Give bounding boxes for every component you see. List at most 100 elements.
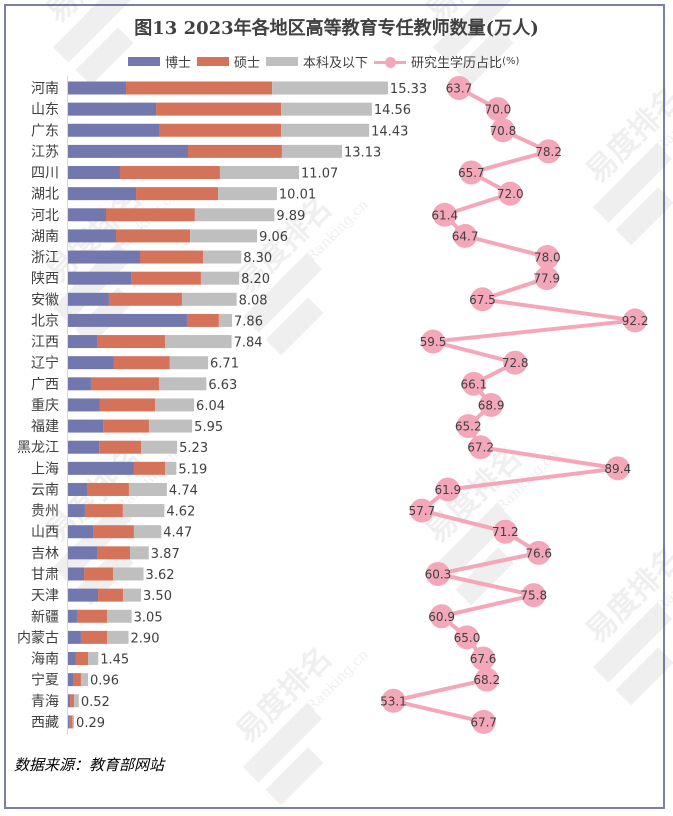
ratio-data-label: 76.6 xyxy=(525,546,552,560)
ratio-point xyxy=(498,181,523,206)
bar-total-label: 6.63 xyxy=(208,378,237,393)
ratio-data-label: 65.7 xyxy=(458,166,485,180)
bar-segment-master xyxy=(136,187,219,201)
ratio-point xyxy=(474,667,499,692)
legend-label-ratio-unit: (%) xyxy=(502,56,520,67)
category-label: 新疆 xyxy=(31,609,59,625)
bar-segment-bachelor xyxy=(107,609,132,623)
bar-segment-doctor xyxy=(68,525,94,539)
bar-segment-bachelor xyxy=(272,81,388,95)
legend-swatch-bachelor xyxy=(266,57,299,66)
bar-segment-doctor xyxy=(68,461,134,475)
bar-total-label: 5.19 xyxy=(178,462,207,477)
bar-total-label: 9.89 xyxy=(276,209,305,224)
ratio-point xyxy=(429,604,454,629)
ratio-point xyxy=(485,97,510,122)
legend-label-doctor: 博士 xyxy=(165,56,192,71)
category-label: 北京 xyxy=(31,313,59,329)
ratio-point xyxy=(421,329,446,354)
bar-segment-bachelor xyxy=(155,398,195,412)
bar-segment-bachelor xyxy=(123,588,142,602)
ratio-data-label: 57.7 xyxy=(409,504,436,518)
ratio-point xyxy=(479,392,504,417)
category-label: 宁夏 xyxy=(31,672,59,689)
bar-total-label: 3.05 xyxy=(134,610,163,625)
ratio-point xyxy=(409,498,434,523)
ratio-data-label: 66.1 xyxy=(460,377,487,391)
ratio-point xyxy=(534,266,559,291)
bar-total-label: 6.04 xyxy=(196,399,225,414)
category-label: 陕西 xyxy=(31,271,59,287)
ratio-data-label: 71.2 xyxy=(492,525,519,539)
bar-total-label: 4.62 xyxy=(166,505,195,520)
ratio-point xyxy=(455,625,479,650)
bar-segment-bachelor xyxy=(281,123,370,137)
bar-total-label: 0.96 xyxy=(90,674,119,689)
bar-segment-doctor xyxy=(68,673,74,687)
ratio-point xyxy=(432,202,457,227)
bar-total-label: 13.13 xyxy=(344,145,381,160)
ratio-data-label: 67.5 xyxy=(469,293,496,307)
bar-segment-doctor xyxy=(68,166,120,180)
bar-total-label: 11.07 xyxy=(301,167,338,182)
bar-segment-master xyxy=(105,208,195,222)
bar-segment-doctor xyxy=(68,694,71,708)
ratio-point xyxy=(470,287,495,312)
bar-segment-bachelor xyxy=(141,440,178,454)
ratio-data-label: 67.7 xyxy=(470,715,497,729)
bar-segment-doctor xyxy=(68,546,98,560)
bar-segment-master xyxy=(70,694,75,708)
bar-segment-doctor xyxy=(68,250,141,264)
bar-segment-bachelor xyxy=(169,356,209,370)
ratio-data-label: 60.9 xyxy=(428,610,455,624)
bar-segment-master xyxy=(73,673,81,687)
bar-segment-master xyxy=(103,419,149,433)
legend-label-bachelor: 本科及以下 xyxy=(303,56,369,71)
bar-segment-master xyxy=(186,313,219,327)
category-label: 黑龙江 xyxy=(17,440,59,456)
ratio-data-label: 68.9 xyxy=(478,398,505,412)
ratio-point xyxy=(526,540,551,565)
bar-segment-bachelor xyxy=(72,715,75,729)
category-label: 上海 xyxy=(31,461,59,477)
bar-segment-bachelor xyxy=(88,652,99,666)
category-label: 辽宁 xyxy=(31,355,59,372)
ratio-data-label: 70.8 xyxy=(489,124,516,138)
bar-segment-master xyxy=(156,102,282,116)
bar-segment-bachelor xyxy=(133,525,162,539)
bar-segment-master xyxy=(99,398,156,412)
ratio-data-label: 59.5 xyxy=(420,335,447,349)
ratio-point xyxy=(536,139,561,164)
bar-segment-master xyxy=(131,271,201,285)
ratio-data-label: 53.1 xyxy=(380,694,407,708)
bar-segment-doctor xyxy=(68,335,98,349)
bar-segment-master xyxy=(99,440,142,454)
ratio-point xyxy=(453,223,478,248)
bar-segment-doctor xyxy=(68,377,91,391)
ratio-data-label: 78.2 xyxy=(535,145,562,159)
category-label: 江西 xyxy=(31,335,59,351)
ratio-point xyxy=(471,646,496,671)
bar-total-label: 1.45 xyxy=(100,653,129,668)
ratio-data-label: 92.2 xyxy=(622,314,649,328)
ratio-point xyxy=(493,519,518,544)
category-label: 云南 xyxy=(31,482,59,498)
bar-total-label: 5.95 xyxy=(194,420,223,435)
bar-segment-doctor xyxy=(68,292,109,306)
ratio-point xyxy=(521,583,546,608)
category-label: 河南 xyxy=(31,81,59,97)
ratio-point xyxy=(605,456,630,481)
bar-segment-bachelor xyxy=(218,313,233,327)
bar-total-label: 5.23 xyxy=(179,441,208,456)
category-label: 广西 xyxy=(31,377,59,393)
category-label: 山西 xyxy=(31,525,59,541)
category-label: 安徽 xyxy=(31,292,59,308)
bar-segment-bachelor xyxy=(281,144,343,158)
ratio-point xyxy=(503,350,528,375)
category-label: 海南 xyxy=(31,652,59,668)
ratio-data-label: 61.4 xyxy=(431,208,458,222)
ratio-data-label: 89.4 xyxy=(604,462,631,476)
bar-segment-master xyxy=(126,81,273,95)
bar-total-label: 0.52 xyxy=(81,695,110,710)
category-label: 浙江 xyxy=(31,250,59,266)
